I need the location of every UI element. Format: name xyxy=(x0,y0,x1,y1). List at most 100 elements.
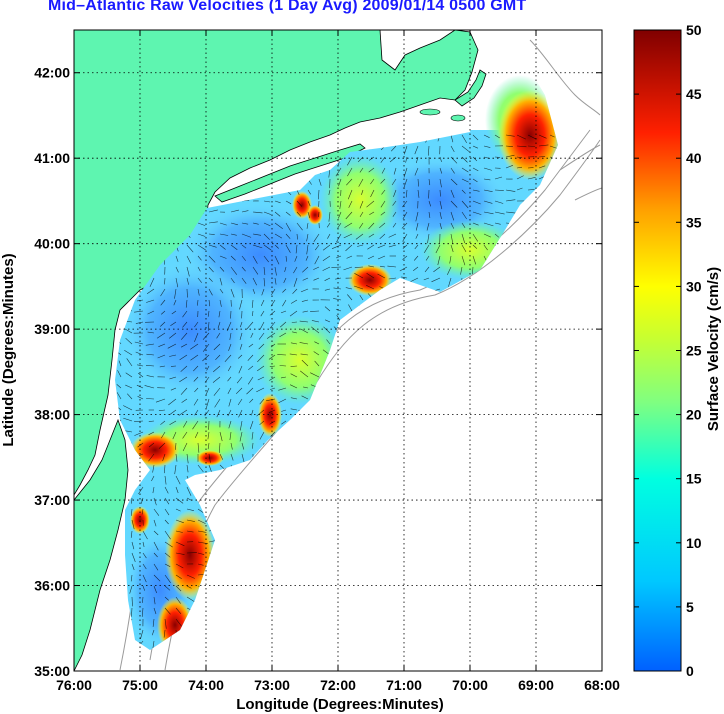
velocity-vector xyxy=(142,552,147,559)
velocity-vector xyxy=(367,255,375,260)
velocity-vector xyxy=(239,431,243,442)
velocity-vector xyxy=(366,200,375,208)
velocity-vector xyxy=(505,165,514,169)
x-axis: 76:00 75:00 74:00 73:00 72:00 71:00 70:00 69:00… xyxy=(56,30,620,693)
velocity-vector xyxy=(483,200,493,204)
velocity-vector xyxy=(164,585,171,591)
velocity-vector xyxy=(274,266,277,276)
velocity-vector xyxy=(405,189,408,198)
velocity-vector xyxy=(323,326,331,334)
velocity-vector xyxy=(505,199,516,202)
velocity-vector xyxy=(164,464,166,474)
velocity-vector xyxy=(439,211,442,219)
velocity-vector xyxy=(361,189,364,195)
velocity-vector xyxy=(274,222,283,230)
velocity-vector xyxy=(322,244,331,251)
velocity-vector xyxy=(290,408,298,411)
velocity-vector xyxy=(437,255,441,266)
velocity-vector xyxy=(263,222,271,227)
velocity-vector xyxy=(181,398,188,403)
velocity-vector xyxy=(259,431,265,440)
colorbar-tick-label: 10 xyxy=(686,535,702,551)
velocity-vector xyxy=(117,370,122,378)
velocity-vector xyxy=(318,178,322,186)
velocity-vector xyxy=(416,156,419,164)
velocity-vector xyxy=(428,145,430,156)
velocity-vector xyxy=(306,244,309,255)
velocity-vector xyxy=(175,277,179,288)
velocity-vector xyxy=(296,222,303,231)
velocity-vector xyxy=(318,189,320,200)
velocity-vector xyxy=(472,167,479,172)
velocity-vector xyxy=(450,189,455,198)
velocity-vector xyxy=(388,244,397,248)
velocity-vector xyxy=(158,442,166,449)
velocity-vector xyxy=(153,607,157,615)
y-tick-label: 35:00 xyxy=(34,663,70,679)
y-tick-label: 42:00 xyxy=(34,65,70,81)
velocity-vector xyxy=(164,574,171,583)
velocity-vector xyxy=(292,288,298,294)
velocity-vector xyxy=(307,211,311,219)
velocity-vector xyxy=(186,266,190,277)
velocity-vector xyxy=(538,165,546,169)
velocity-vector xyxy=(280,376,287,379)
velocity-vector xyxy=(377,244,386,249)
velocity-vector xyxy=(527,189,535,191)
velocity-vector xyxy=(197,464,204,473)
velocity-vector xyxy=(296,233,298,240)
velocity-vector xyxy=(314,360,320,367)
velocity-vector xyxy=(146,398,155,400)
velocity-vector xyxy=(343,233,353,239)
velocity-vector xyxy=(227,387,232,395)
velocity-vector xyxy=(179,376,188,383)
velocity-vector xyxy=(252,310,254,317)
velocity-vector xyxy=(450,145,455,153)
velocity-vector xyxy=(359,167,364,173)
cape-cod xyxy=(454,69,487,107)
velocity-vector xyxy=(426,222,430,231)
velocity-vector xyxy=(401,222,408,229)
velocity-vector xyxy=(148,420,155,422)
velocity-vector xyxy=(175,585,182,592)
velocity-vector xyxy=(293,266,298,274)
velocity-vector xyxy=(197,519,206,524)
velocity-vector xyxy=(549,145,558,149)
velocity-vector xyxy=(252,442,254,449)
velocity-vector xyxy=(354,273,364,279)
velocity-vector xyxy=(301,299,309,302)
velocity-vector xyxy=(291,321,298,323)
velocity-vector xyxy=(427,233,430,244)
velocity-vector xyxy=(219,233,229,236)
chart-title: Mid–Atlantic Raw Velocities (1 Day Avg) … xyxy=(48,0,527,14)
velocity-vector xyxy=(213,387,221,396)
velocity-vector xyxy=(197,552,205,555)
velocity-vector xyxy=(305,255,309,261)
velocity-vector xyxy=(527,134,537,140)
velocity-vector xyxy=(228,343,232,352)
velocity-vector xyxy=(247,354,254,361)
velocity-vector xyxy=(123,417,133,422)
velocity-vector xyxy=(169,332,177,339)
velocity-vector xyxy=(274,255,280,265)
velocity-vector xyxy=(270,343,276,348)
velocity-vector xyxy=(142,596,144,603)
velocity-vector xyxy=(483,222,494,227)
velocity-vector xyxy=(175,497,184,504)
velocity-vector xyxy=(294,255,298,262)
velocity-vector xyxy=(168,398,177,406)
velocity-vector xyxy=(230,244,238,251)
velocity-vector xyxy=(263,211,272,215)
velocity-vector xyxy=(214,398,221,408)
velocity-vector xyxy=(278,387,287,391)
velocity-vector xyxy=(380,156,386,163)
velocity-vector xyxy=(345,211,353,220)
velocity-vector xyxy=(252,266,259,275)
velocity-vector xyxy=(153,552,158,558)
velocity-vector xyxy=(160,299,166,306)
velocity-vector xyxy=(238,409,243,418)
velocity-vector xyxy=(307,189,311,195)
velocity-vector xyxy=(369,211,375,215)
velocity-vector xyxy=(324,306,331,312)
velocity-vector xyxy=(414,244,419,250)
